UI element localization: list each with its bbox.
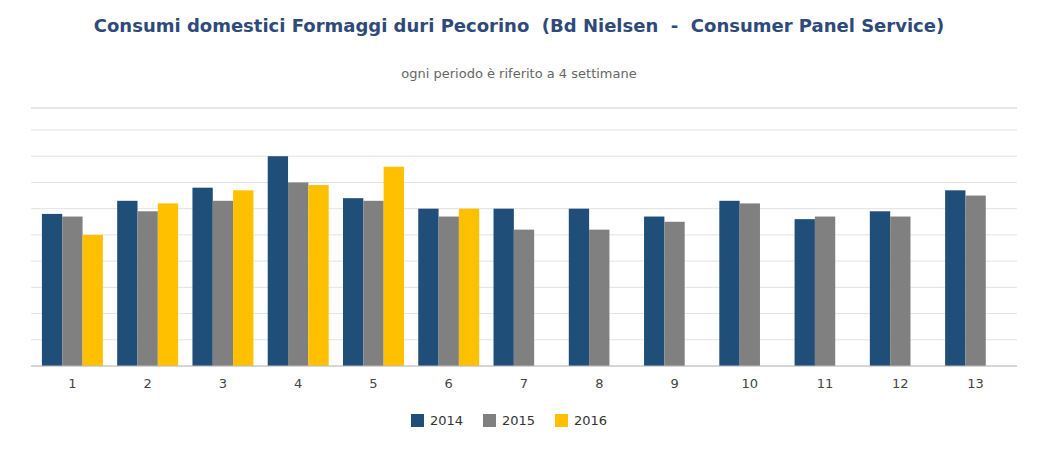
legend-swatch bbox=[483, 414, 496, 427]
bar bbox=[42, 214, 62, 366]
bar bbox=[514, 230, 534, 366]
bar bbox=[569, 209, 589, 366]
grid-line bbox=[31, 366, 1017, 367]
x-axis bbox=[31, 366, 1017, 367]
legend-label: 2015 bbox=[502, 413, 535, 428]
grid-line bbox=[31, 182, 1017, 183]
grid-line bbox=[31, 130, 1017, 131]
bar bbox=[213, 201, 233, 366]
x-tick-label: 1 bbox=[68, 376, 76, 391]
bar bbox=[494, 209, 514, 366]
title: Consumi domestici Formaggi duri Pecorino… bbox=[94, 15, 944, 36]
bar bbox=[418, 209, 438, 366]
x-tick-label: 3 bbox=[219, 376, 227, 391]
x-tick-label: 12 bbox=[892, 376, 909, 391]
grid-line bbox=[31, 156, 1017, 157]
bar bbox=[664, 222, 684, 366]
bar bbox=[233, 190, 253, 366]
x-tick-label: 11 bbox=[817, 376, 834, 391]
bar bbox=[192, 188, 212, 366]
grid bbox=[31, 130, 1017, 366]
bar bbox=[459, 209, 479, 366]
bar bbox=[890, 217, 910, 366]
grid-line bbox=[31, 208, 1017, 209]
bar bbox=[795, 219, 815, 366]
x-tick-label: 2 bbox=[144, 376, 152, 391]
bar bbox=[965, 196, 985, 366]
x-tick-label: 5 bbox=[369, 376, 377, 391]
bar bbox=[945, 190, 965, 366]
bar bbox=[740, 203, 760, 366]
bar bbox=[288, 182, 308, 366]
x-tick-label: 7 bbox=[520, 376, 528, 391]
x-tick-labels: 12345678910111213 bbox=[68, 376, 984, 391]
chart: Consumi domestici Formaggi duri Pecorino… bbox=[0, 0, 1038, 459]
x-tick-label: 9 bbox=[670, 376, 678, 391]
bar bbox=[384, 167, 404, 366]
bar bbox=[589, 230, 609, 366]
bars bbox=[42, 156, 986, 366]
legend: 2014 2015 2016 bbox=[411, 413, 607, 428]
bar bbox=[62, 217, 82, 366]
separator bbox=[31, 108, 1017, 109]
bar bbox=[158, 203, 178, 366]
bar bbox=[343, 198, 363, 366]
bar bbox=[719, 201, 739, 366]
bar bbox=[308, 185, 328, 366]
x-tick-label: 6 bbox=[445, 376, 453, 391]
legend-label: 2014 bbox=[430, 413, 463, 428]
bar bbox=[117, 201, 137, 366]
bar bbox=[644, 217, 664, 366]
legend-label: 2016 bbox=[574, 413, 607, 428]
bar bbox=[363, 201, 383, 366]
bar bbox=[83, 235, 103, 366]
bar bbox=[439, 217, 459, 366]
bar bbox=[870, 211, 890, 366]
subtitle: ogni periodo è riferito a 4 settimane bbox=[401, 66, 636, 81]
x-tick-label: 4 bbox=[294, 376, 302, 391]
x-tick-label: 8 bbox=[595, 376, 603, 391]
bar bbox=[815, 217, 835, 366]
x-tick-label: 10 bbox=[742, 376, 759, 391]
bar bbox=[268, 156, 288, 366]
legend-swatch bbox=[411, 414, 424, 427]
x-tick-label: 13 bbox=[967, 376, 984, 391]
bar bbox=[138, 211, 158, 366]
legend-swatch bbox=[555, 414, 568, 427]
